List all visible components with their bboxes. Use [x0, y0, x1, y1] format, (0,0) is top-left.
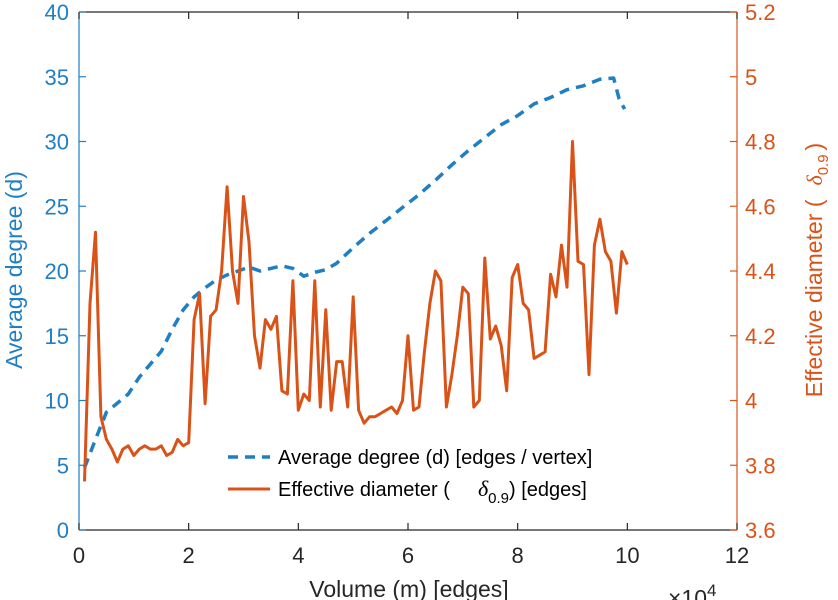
legend-label-average-degree: Average degree (d) [edges / vertex]	[278, 447, 592, 469]
left-tick-label: 40	[45, 0, 69, 25]
legend: Average degree (d) [edges / vertex] Effe…	[228, 447, 592, 507]
effective-diameter-line	[83, 140, 629, 482]
left-tick-label: 30	[45, 130, 69, 155]
x-tick-label: 4	[292, 543, 304, 568]
x-exponent-label: ×104	[668, 581, 716, 600]
right-tick-label: 4.6	[745, 194, 776, 219]
left-tick-label: 25	[45, 194, 69, 219]
x-exponent-base: ×10	[668, 585, 707, 600]
right-tick-label: 3.6	[745, 518, 776, 543]
x-exponent-power: 4	[707, 581, 716, 600]
series-layer	[82, 76, 629, 482]
legend-diameter-prefix: Effective diameter (	[278, 479, 450, 501]
right-tick-label: 3.8	[745, 453, 776, 478]
x-axis-title: Volume (m) [edges]	[309, 576, 508, 600]
left-tick-label: 35	[45, 65, 69, 90]
right-tick-label: 4.8	[745, 130, 776, 155]
x-tick-label: 2	[183, 543, 195, 568]
right-tick-label: 4.4	[745, 259, 776, 284]
right-tick-label: 4	[745, 389, 757, 414]
right-axis-title-close: )	[801, 143, 827, 151]
right-tick-label: 4.2	[745, 324, 776, 349]
average-degree-line	[82, 76, 627, 469]
legend-label-effective-diameter: Effective diameter ( δ0.9) [edges]	[278, 476, 587, 507]
left-tick-label: 15	[45, 324, 69, 349]
right-tick-label: 5.2	[745, 0, 776, 25]
x-tick-label: 6	[402, 543, 414, 568]
right-axis-title-main: Effective diameter (	[801, 199, 827, 397]
left-tick-label: 5	[57, 453, 69, 478]
legend-delta-symbol: δ	[478, 476, 489, 501]
left-axis-title: Average degree (d)	[1, 171, 27, 369]
right-tick-label: 5	[745, 65, 757, 90]
x-tick-label: 0	[73, 543, 85, 568]
x-tick-label: 12	[725, 543, 749, 568]
right-axis-title-sub: 0.9	[815, 154, 832, 175]
right-axis-title: Effective diameter ( δ0.9)	[801, 143, 832, 397]
axes-layer: 0 2 4 6 8 10 12 0 5 10 15 20 25 30 35 40 3.6 3.8 4 4.2 4.4 4.…	[45, 0, 776, 568]
left-tick-label: 10	[45, 389, 69, 414]
x-tick-label: 10	[615, 543, 639, 568]
x-tick-label: 8	[512, 543, 524, 568]
left-tick-label: 0	[57, 518, 69, 543]
left-tick-label: 20	[45, 259, 69, 284]
legend-delta-sub: 0.9	[488, 490, 509, 507]
labels-layer: Volume (m) [edges] ×104 Average degree (…	[1, 143, 832, 600]
legend-diameter-suffix: ) [edges]	[509, 479, 587, 501]
delta-symbol: δ	[802, 175, 827, 186]
